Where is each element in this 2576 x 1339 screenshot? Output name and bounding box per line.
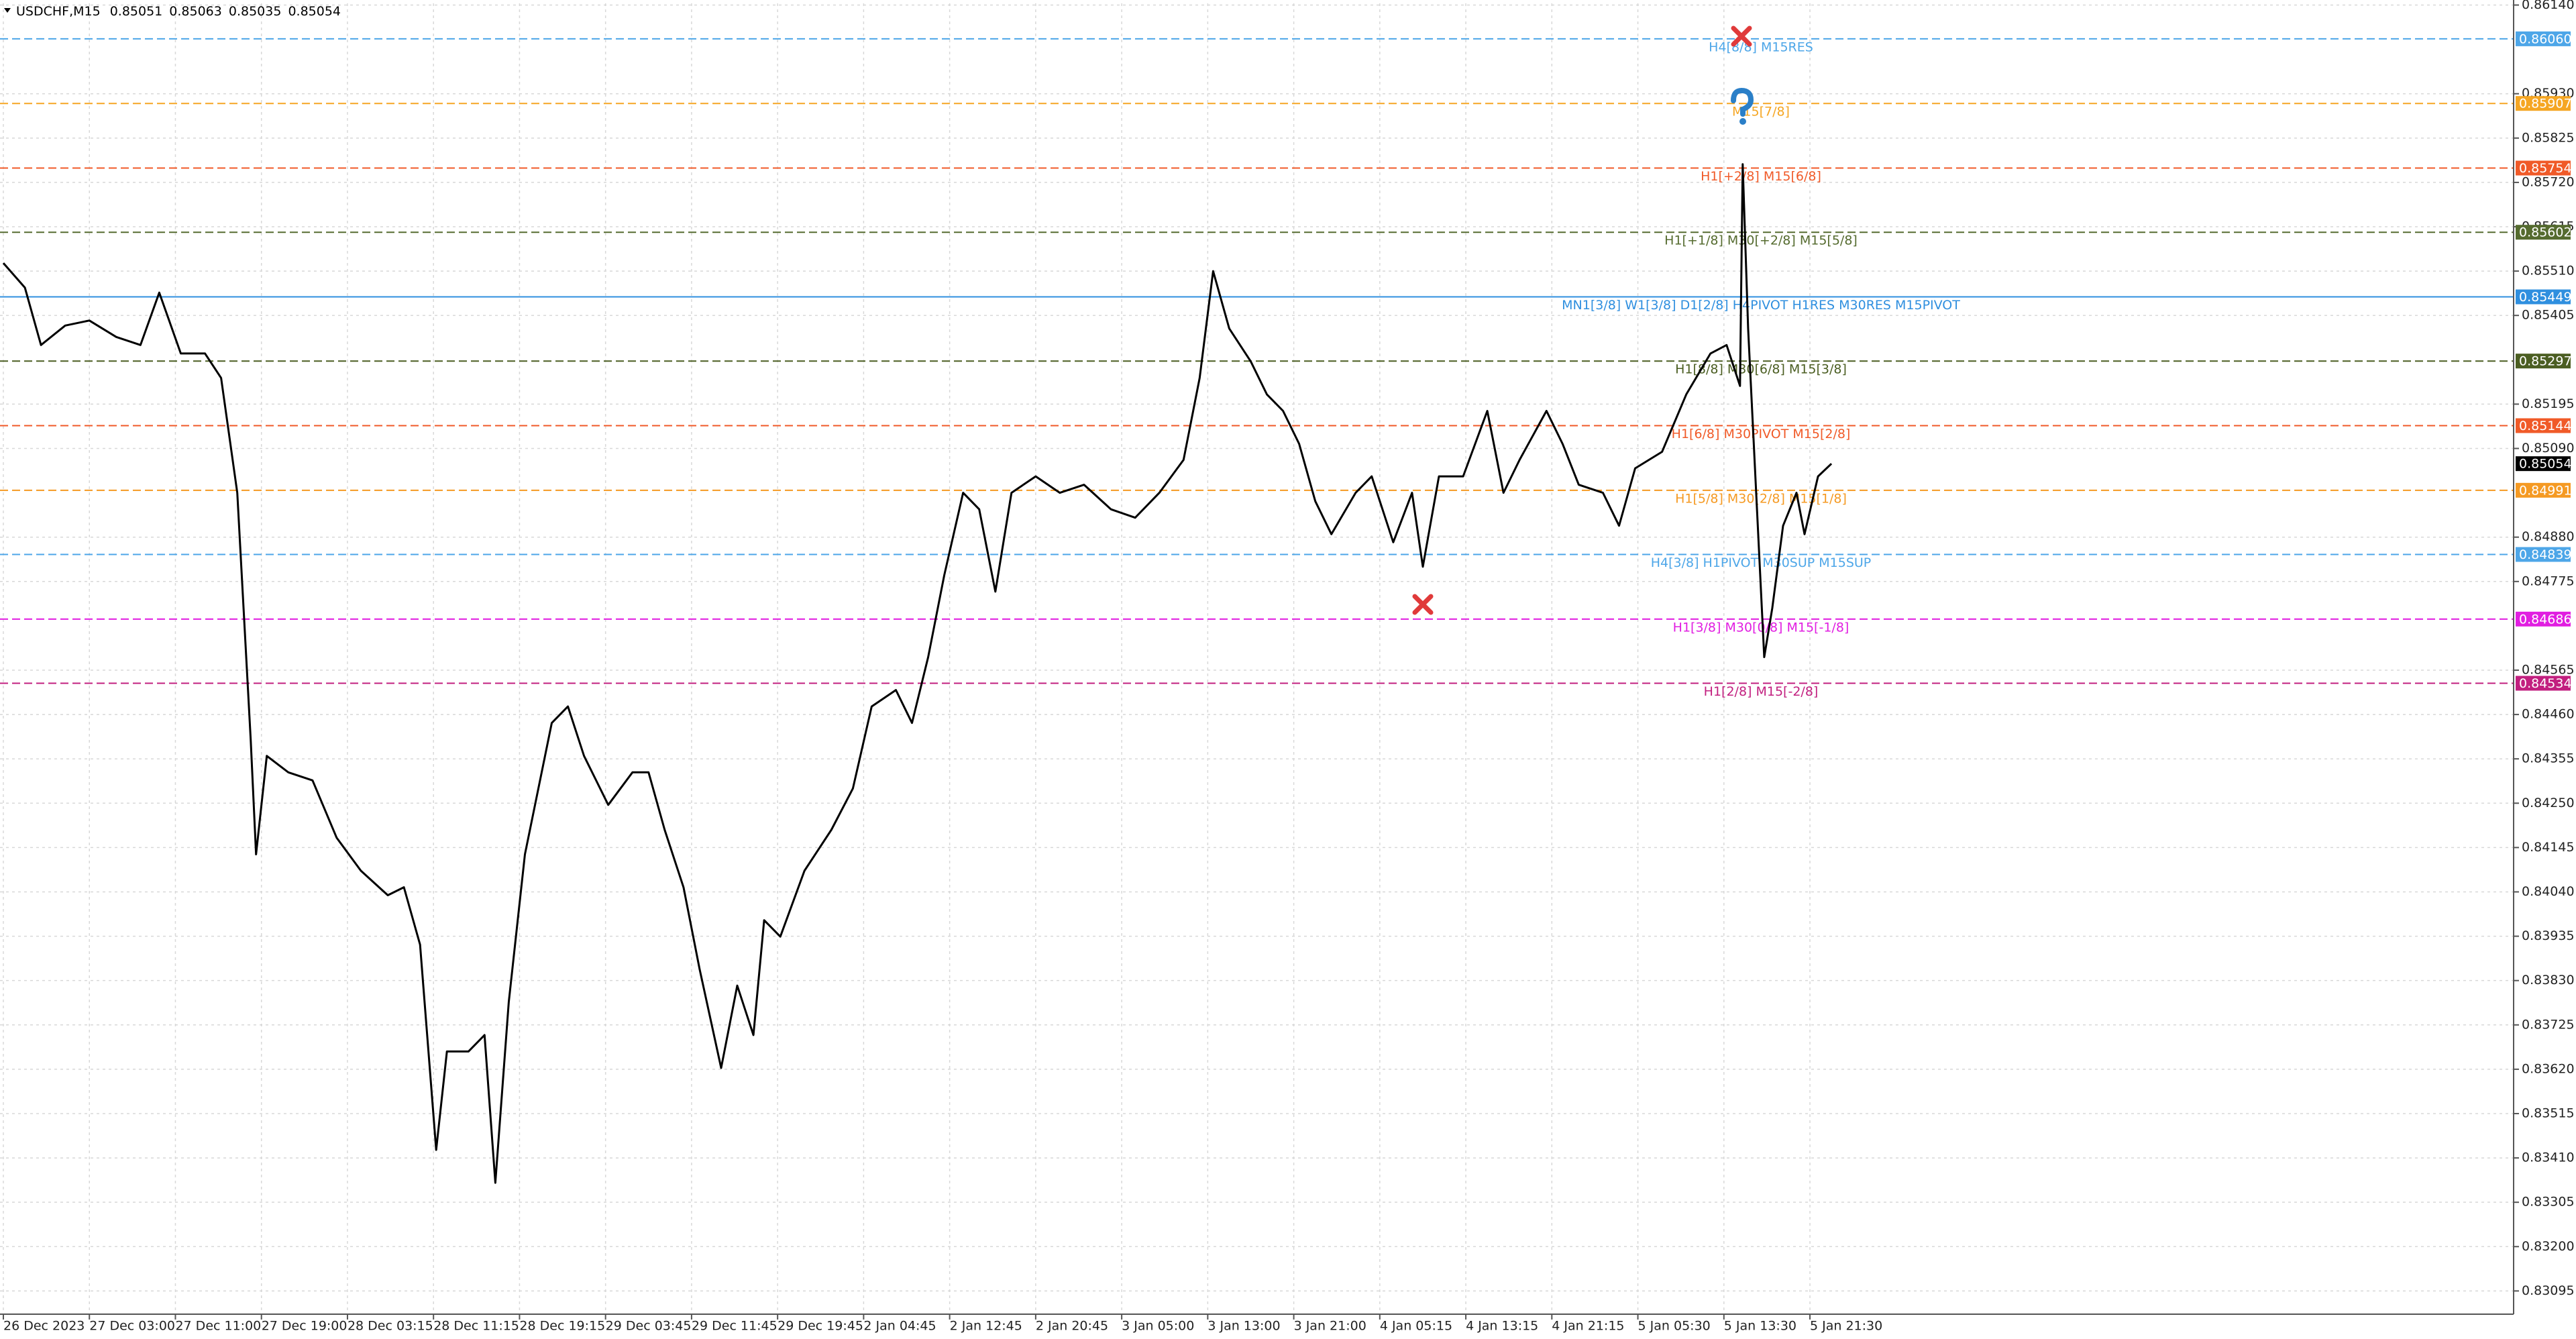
- y-tick-label: 0.83830: [2522, 973, 2575, 987]
- x-tick-label: 27 Dec 19:00: [262, 1319, 347, 1334]
- level-price-label: 0.85602: [2519, 225, 2572, 240]
- y-tick-label: 0.83200: [2522, 1239, 2575, 1254]
- y-tick-label: 0.84460: [2522, 707, 2575, 722]
- x-tick-label: 5 Jan 21:30: [1810, 1319, 1882, 1334]
- low: 0.85035: [229, 4, 282, 19]
- header: USDCHF,M15 0.85051 0.85063 0.85035 0.85054: [16, 4, 341, 19]
- x-tick-label: 3 Jan 13:00: [1208, 1319, 1280, 1334]
- level-name: H1[8/8] M30[6/8] M15[3/8]: [1675, 362, 1847, 377]
- y-tick-label: 0.84250: [2522, 796, 2575, 810]
- y-tick-label: 0.83515: [2522, 1106, 2575, 1120]
- level-price-label: 0.85449: [2519, 290, 2572, 305]
- y-tick-label: 0.85090: [2522, 441, 2575, 456]
- x-tick-label: 27 Dec 11:00: [175, 1319, 261, 1334]
- level-price-tag: [2516, 31, 2571, 46]
- grid: [0, 3, 2519, 1320]
- x-tick-label: 4 Jan 13:15: [1466, 1319, 1538, 1334]
- y-tick-label: 0.84145: [2522, 840, 2575, 855]
- x-tick-label: 28 Dec 19:15: [519, 1319, 605, 1334]
- x-tick-label: 2 Jan 12:45: [950, 1319, 1022, 1334]
- level-price-tag: [2516, 289, 2571, 305]
- y-tick-label: 0.85825: [2522, 130, 2575, 145]
- level-price-label: 0.85907: [2519, 97, 2572, 111]
- level-name: H1[+2/8] M15[6/8]: [1701, 169, 1821, 184]
- level-price-tag: [2516, 354, 2571, 369]
- y-tick-label: 0.84880: [2522, 529, 2575, 544]
- x-tick-label: 29 Dec 11:45: [692, 1319, 777, 1334]
- y-tick-label: 0.83410: [2522, 1150, 2575, 1165]
- level-price-tag: [2516, 160, 2571, 176]
- y-tick-label: 0.83305: [2522, 1195, 2575, 1210]
- x-tick-label: 2 Jan 04:45: [863, 1319, 936, 1334]
- level-name: H1[5/8] M30[2/8] M15[1/8]: [1675, 491, 1847, 506]
- level-price-label: 0.85297: [2519, 354, 2572, 369]
- level-price-tag: [2516, 96, 2571, 111]
- x-tick-label: 4 Jan 21:15: [1552, 1319, 1624, 1334]
- current-price-label: 0.85054: [2519, 457, 2572, 472]
- symbol: USDCHF,M15: [16, 4, 101, 19]
- level-price-label: 0.85754: [2519, 161, 2572, 176]
- level-name: H4[8/8] M15RES: [1709, 40, 1813, 54]
- y-tick-label: 0.84355: [2522, 751, 2575, 766]
- level-price-tag: [2516, 482, 2571, 498]
- level-price-label: 0.84839: [2519, 547, 2572, 562]
- y-tick-label: 0.84565: [2522, 662, 2575, 677]
- open: 0.85051: [110, 4, 163, 19]
- menu-arrow[interactable]: [4, 8, 11, 13]
- level-price-label: 0.84686: [2519, 612, 2572, 627]
- x-tick-label: 2 Jan 20:45: [1036, 1319, 1108, 1334]
- x-tick-label: 5 Jan 13:30: [1724, 1319, 1796, 1334]
- level-name: H1[3/8] M30[0/8] M15[-1/8]: [1673, 620, 1849, 635]
- x-tick-label: 3 Jan 05:00: [1122, 1319, 1194, 1334]
- cross-marker: [1412, 594, 1434, 615]
- question-marker: [1731, 87, 1754, 125]
- y-tick-label: 0.84040: [2522, 884, 2575, 899]
- level-name: H1[+1/8] M30[+2/8] M15[5/8]: [1664, 233, 1858, 248]
- plot: [2, 163, 1833, 1184]
- x-tick-label: 5 Jan 05:30: [1638, 1319, 1711, 1334]
- y-tick-label: 0.83935: [2522, 928, 2575, 943]
- level-price-label: 0.84534: [2519, 676, 2572, 691]
- y-tick-label: 0.83095: [2522, 1283, 2575, 1298]
- x-tick-label: 26 Dec 2023: [3, 1319, 85, 1334]
- level-price-tag: [2516, 418, 2571, 433]
- level-name: H1[6/8] M30PIVOT M15[2/8]: [1672, 427, 1851, 441]
- cross-marker: [1731, 25, 1752, 47]
- level-price-label: 0.85144: [2519, 419, 2572, 433]
- level-price-tag: [2516, 547, 2571, 562]
- x-tick-label: 27 Dec 03:00: [89, 1319, 175, 1334]
- x-tick-label: 28 Dec 03:15: [347, 1319, 433, 1334]
- y-tick-label: 0.84775: [2522, 574, 2575, 588]
- y-tick-label: 0.85195: [2522, 396, 2575, 411]
- level-price-tag: [2516, 611, 2571, 627]
- level-price-tag: [2516, 225, 2571, 240]
- level-price-label: 0.86060: [2519, 32, 2572, 46]
- close: 0.85054: [288, 4, 341, 19]
- y-tick-label: 0.85510: [2522, 264, 2575, 278]
- level-name: MN1[3/8] W1[3/8] D1[2/8] H4PIVOT H1RES M…: [1562, 298, 1960, 313]
- y-tick-label: 0.85720: [2522, 174, 2575, 189]
- level-name: H4[3/8] H1PIVOT M30SUP M15SUP: [1651, 555, 1872, 570]
- x-tick-label: 29 Dec 19:45: [777, 1319, 863, 1334]
- x-tick-label: 29 Dec 03:45: [606, 1319, 692, 1334]
- current-price-tag: [2516, 456, 2571, 472]
- x-tick-label: 4 Jan 05:15: [1380, 1319, 1452, 1334]
- x-tick-label: 28 Dec 11:15: [433, 1319, 519, 1334]
- high: 0.85063: [169, 4, 222, 19]
- price-line: [2, 163, 1833, 1184]
- y-tick-label: 0.83725: [2522, 1017, 2575, 1032]
- level-name: H1[2/8] M15[-2/8]: [1704, 684, 1819, 699]
- level-price-tag: [2516, 676, 2571, 691]
- level-price-label: 0.84991: [2519, 483, 2572, 498]
- y-tick-label: 0.86140: [2522, 0, 2575, 12]
- x-tick-label: 3 Jan 21:00: [1294, 1319, 1366, 1334]
- y-tick-label: 0.85405: [2522, 308, 2575, 323]
- y-tick-label: 0.83620: [2522, 1061, 2575, 1076]
